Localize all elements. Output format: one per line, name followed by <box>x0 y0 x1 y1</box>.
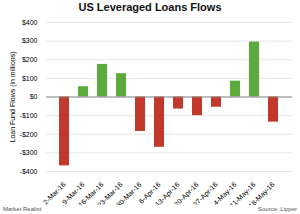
html-text:US Leveraged Loans Flows: US Leveraged Loans Flows <box>78 1 222 13</box>
svg-text:$0: $0 <box>30 93 38 100</box>
svg-text:18-May-16: 18-May-16 <box>247 181 276 205</box>
svg-text:$200: $200 <box>22 56 38 63</box>
svg-text:Loan Fund Flows (in millions): Loan Fund Flows (in millions) <box>9 51 17 142</box>
html-text:Market Realist: Market Realist <box>3 206 42 212</box>
svg-text:-$100: -$100 <box>20 112 38 119</box>
svg-text:$300: $300 <box>22 37 38 44</box>
html-text:Source: Lipper: Source: Lipper <box>258 206 297 212</box>
svg-text:-$300: -$300 <box>20 149 38 156</box>
svg-text:-$200: -$200 <box>20 130 38 137</box>
svg-text:$400: $400 <box>22 19 38 26</box>
svg-text:$100: $100 <box>22 75 38 82</box>
svg-text:-$400: -$400 <box>20 168 38 175</box>
